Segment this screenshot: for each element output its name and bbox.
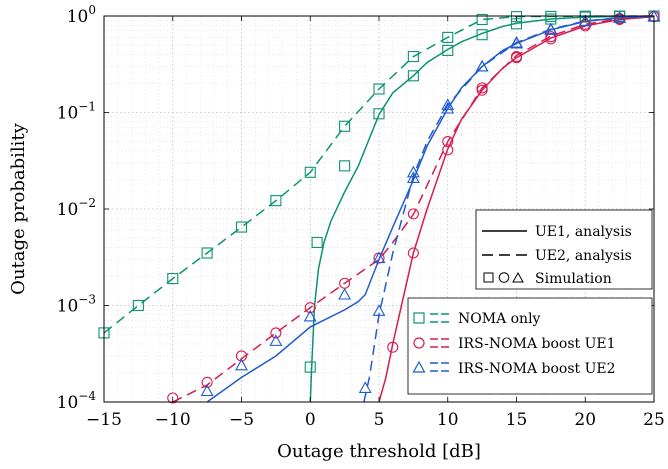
marker-triangle-irs-noma-boost-ue2-ue1: [406, 171, 420, 183]
legend-circle-marker: [498, 272, 510, 283]
series-line-noma-only-ue1: [309, 15, 655, 402]
marker-triangle-irs-noma-boost-ue2-ue1: [372, 251, 386, 264]
marker-circle-irs-noma-boost-ue1-ue2: [476, 82, 488, 94]
x-tick-label: 15: [506, 410, 528, 430]
x-tick-label: −5: [229, 410, 254, 430]
marker-triangle-irs-noma-boost-ue2-ue2: [613, 11, 627, 23]
marker-circle-irs-noma-boost-ue1-ue2: [201, 376, 213, 388]
marker-triangle-irs-noma-boost-ue2-ue1: [200, 384, 214, 397]
x-tick-label: −15: [86, 410, 122, 430]
marker-square-noma-only-ue2: [201, 247, 213, 259]
marker-triangle-irs-noma-boost-ue2-ue1: [338, 287, 352, 300]
legend-line-style: UE1, analysis UE2, analysis Simulation: [475, 209, 653, 290]
marker-triangle-irs-noma-boost-ue2-ue2: [406, 165, 420, 178]
legend-style-entry-ue2: UE2, analysis: [535, 248, 632, 264]
marker-circle-irs-noma-boost-ue1-ue2: [407, 208, 419, 220]
marker-circle-irs-noma-boost-ue1-ue2: [614, 13, 626, 25]
series-line-noma-only-ue2: [104, 15, 655, 334]
x-tick-label: 20: [574, 410, 596, 430]
marker-circle-irs-noma-boost-ue1-ue1: [387, 341, 399, 353]
marker-circle-irs-noma-boost-ue1-ue2: [545, 31, 557, 43]
marker-triangle-irs-noma-boost-ue2-ue2: [358, 381, 372, 393]
x-tick-label: 10: [437, 410, 459, 430]
marker-square-noma-only-ue2: [270, 195, 282, 207]
series-line-irs-noma-boost-ue1-ue2: [172, 15, 655, 402]
legend-schemes: NOMA only IRS-NOMA boost UE1 IRS-NOMA bo…: [407, 297, 653, 395]
marker-square-noma-only-ue1: [373, 108, 385, 120]
marker-square-noma-only-ue1: [304, 361, 316, 373]
x-tick-label: 5: [374, 410, 385, 430]
x-axis-label: Outage threshold [dB]: [277, 441, 481, 462]
marker-square-noma-only-ue1: [311, 236, 323, 249]
marker-square-noma-only-ue1: [339, 160, 351, 172]
marker-triangle-irs-noma-boost-ue2-ue1: [269, 334, 283, 346]
legend-triangle-marker: [512, 271, 524, 283]
marker-square-noma-only-ue2: [167, 273, 179, 285]
marker-square-noma-only-ue1: [476, 29, 488, 41]
x-tick-label: −10: [155, 410, 191, 430]
grid: [104, 16, 654, 402]
y-tick-label: 10−1: [57, 100, 96, 124]
y-tick-label: 10−4: [57, 389, 97, 413]
y-tick-label: 10−3: [57, 293, 96, 317]
marker-circle-irs-noma-boost-ue1-ue2: [304, 302, 316, 314]
legend-entry-noma-only: NOMA only: [458, 311, 541, 327]
marker-circle-irs-noma-boost-ue1-ue2: [442, 135, 454, 148]
y-tick-label: 10−2: [57, 196, 96, 220]
marker-triangle-irs-noma-boost-ue2-ue2: [578, 14, 592, 26]
marker-square-noma-only-ue1: [442, 44, 454, 56]
marker-square-noma-only-ue2: [407, 51, 419, 63]
legend-style-box: [475, 209, 653, 290]
marker-square-noma-only-ue1: [407, 70, 419, 82]
legend-irs-ue1-sample: [413, 337, 450, 349]
legend-style-entry-simulation: Simulation: [535, 271, 612, 287]
marker-triangle-irs-noma-boost-ue2-ue1: [303, 309, 317, 322]
series-markers: [98, 9, 661, 404]
marker-circle-irs-noma-boost-ue1-ue2: [235, 350, 248, 362]
legend-square-marker: [483, 272, 494, 283]
legend-noma-sample: [413, 312, 450, 324]
marker-circle-irs-noma-boost-ue1-ue2: [510, 51, 523, 63]
marker-triangle-irs-noma-boost-ue2-ue2: [510, 35, 523, 48]
marker-square-noma-only-ue2: [442, 31, 454, 43]
marker-square-noma-only-ue2: [339, 120, 351, 132]
marker-triangle-irs-noma-boost-ue2-ue2: [475, 59, 489, 72]
marker-square-noma-only-ue2: [373, 83, 385, 95]
marker-triangle-irs-noma-boost-ue2-ue2: [544, 22, 558, 35]
marker-circle-irs-noma-boost-ue1-ue2: [167, 392, 179, 404]
marker-triangle-irs-noma-boost-ue2-ue1: [441, 101, 455, 114]
y-tick-labels: 10−4 10−3 10−2 10−1 100: [57, 3, 97, 413]
marker-square-noma-only-ue2: [132, 299, 144, 312]
legend-entry-irs-boost-ue2: IRS-NOMA boost UE2: [458, 361, 616, 377]
x-tick-labels: −15 −10 −5 0 5 10 15 20 25: [86, 410, 665, 430]
legend-entry-irs-boost-ue1: IRS-NOMA boost UE1: [458, 336, 616, 352]
marker-triangle-irs-noma-boost-ue2-ue2: [441, 98, 455, 110]
legend-irs-ue2-sample: [412, 360, 450, 373]
marker-square-noma-only-ue2: [510, 11, 523, 23]
marker-triangle-irs-noma-boost-ue2-ue2: [372, 304, 386, 316]
marker-square-noma-only-ue2: [304, 166, 316, 178]
legend-style-entry-ue1: UE1, analysis: [535, 224, 632, 240]
y-axis-label: Outage probability: [8, 122, 29, 294]
y-tick-label: 100: [67, 3, 96, 27]
marker-triangle-irs-noma-boost-ue2-ue1: [235, 358, 248, 371]
marker-square-noma-only-ue2: [476, 13, 488, 26]
marker-circle-irs-noma-boost-ue1-ue1: [442, 144, 454, 156]
marker-square-noma-only-ue2: [235, 221, 248, 233]
series-line-irs-noma-boost-ue1-ue1: [378, 15, 655, 402]
x-tick-label: 25: [643, 410, 665, 430]
x-tick-label: 0: [305, 410, 316, 430]
marker-circle-irs-noma-boost-ue1-ue1: [407, 247, 419, 259]
marker-circle-irs-noma-boost-ue1-ue2: [270, 327, 282, 339]
